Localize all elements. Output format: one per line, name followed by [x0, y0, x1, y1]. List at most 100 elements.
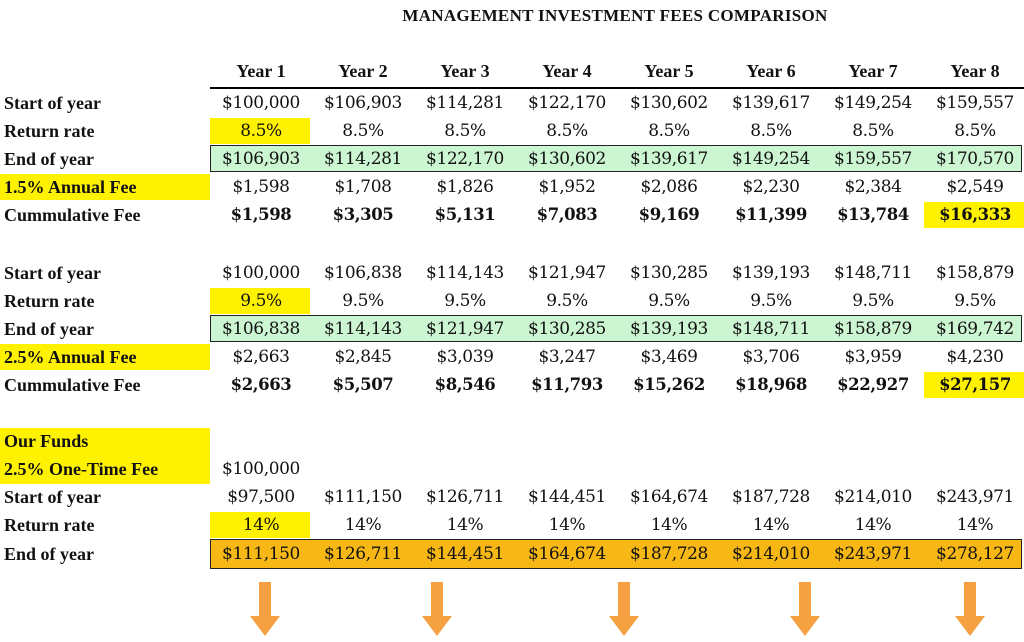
table-cell: $114,143	[426, 263, 504, 283]
label-highlight	[0, 174, 210, 200]
table-cell: 8.5%	[648, 121, 690, 141]
label-highlight	[0, 344, 210, 370]
table-cell: 9.5%	[750, 291, 792, 311]
table-cell: $1,826	[436, 177, 494, 197]
table-cell: 9.5%	[954, 291, 996, 311]
table-cell: $11,793	[531, 375, 603, 394]
table-cell: $169,742	[936, 319, 1014, 339]
table-cell: 14%	[650, 515, 688, 535]
table-cell: $22,927	[837, 375, 909, 394]
table-cell: $16,333	[939, 205, 1011, 224]
table-cell: 8.5%	[954, 121, 996, 141]
table-cell: 14%	[242, 515, 280, 535]
year-header: Year 5	[644, 61, 694, 81]
table-cell: $159,557	[936, 93, 1014, 113]
row-label-end: End of year	[4, 544, 94, 564]
table-cell: $8,546	[434, 375, 496, 394]
table-cell: $164,674	[528, 544, 606, 564]
table-cell: $1,598	[232, 177, 290, 197]
table-cell: 8.5%	[852, 121, 894, 141]
table-cell: $187,728	[732, 487, 810, 507]
table-cell: $170,570	[936, 149, 1014, 169]
table-cell: $139,617	[630, 149, 708, 169]
table-cell: 9.5%	[852, 291, 894, 311]
row-label-start: Start of year	[4, 93, 101, 113]
table-cell: $158,879	[936, 263, 1014, 283]
table-cell: $122,170	[426, 149, 504, 169]
table-cell: 14%	[752, 515, 790, 535]
table-cell: $149,254	[732, 149, 810, 169]
table-cell: $2,230	[742, 177, 800, 197]
table-cell: $139,193	[732, 263, 810, 283]
table-cell: $3,305	[332, 205, 394, 224]
table-cell: 14%	[548, 515, 586, 535]
table-cell: 9.5%	[342, 291, 384, 311]
table-cell: 14%	[854, 515, 892, 535]
table-cell: $121,947	[426, 319, 504, 339]
cell-highlight	[210, 288, 310, 314]
year-header: Year 6	[746, 61, 796, 81]
table-cell: $148,711	[732, 319, 810, 339]
table-cell: $187,728	[630, 544, 708, 564]
table-cell: $214,010	[834, 487, 912, 507]
year-header: Year 2	[338, 61, 388, 81]
table-cell: $158,879	[834, 319, 912, 339]
row-label-end: End of year	[4, 149, 94, 169]
table-cell: 9.5%	[648, 291, 690, 311]
table-cell: $144,451	[528, 487, 606, 507]
table-cell: $149,254	[834, 93, 912, 113]
table-cell: $126,711	[426, 487, 504, 507]
end-of-year-band	[210, 145, 1022, 172]
row-label-end: End of year	[4, 319, 94, 339]
cell-highlight	[210, 118, 310, 144]
cell-highlight	[924, 372, 1024, 398]
table-cell: $111,150	[324, 487, 402, 507]
table-cell: $9,169	[638, 205, 700, 224]
table-cell: $13,784	[837, 205, 909, 224]
row-label-start: Start of year	[4, 263, 101, 283]
cell-highlight	[210, 512, 310, 538]
table-cell: $2,549	[946, 177, 1004, 197]
table-cell: 8.5%	[546, 121, 588, 141]
table-cell: $122,170	[528, 93, 606, 113]
table-cell: $148,711	[834, 263, 912, 283]
header-underline	[210, 87, 1024, 89]
table-cell: 8.5%	[750, 121, 792, 141]
table-cell: $1,598	[230, 205, 292, 224]
table-cell: $2,663	[230, 375, 292, 394]
table-cell: $114,143	[324, 319, 402, 339]
year-header: Year 7	[848, 61, 898, 81]
table-cell: $3,247	[538, 347, 596, 367]
table-cell: $106,903	[222, 149, 300, 169]
end-of-year-band	[210, 539, 1022, 569]
table-cell: $3,706	[742, 347, 800, 367]
table-cell: $114,281	[324, 149, 402, 169]
table-cell: $126,711	[324, 544, 402, 564]
table-cell: $139,617	[732, 93, 810, 113]
table-cell: $27,157	[939, 375, 1011, 394]
our-funds-heading: Our Funds	[4, 431, 89, 451]
page-title: MANAGEMENT INVESTMENT FEES COMPARISON	[402, 6, 828, 25]
end-of-year-band	[210, 315, 1022, 342]
table-cell: $2,845	[334, 347, 392, 367]
table-cell: $243,971	[936, 487, 1014, 507]
table-cell: $2,663	[232, 347, 290, 367]
table-cell: $130,285	[630, 263, 708, 283]
table-cell: 9.5%	[546, 291, 588, 311]
table-cell: $278,127	[936, 544, 1014, 564]
table-cell: $106,838	[222, 319, 300, 339]
table-cell: $111,150	[222, 544, 300, 564]
label-highlight	[0, 428, 210, 484]
table-cell: $106,838	[324, 263, 402, 283]
table-cell: $5,507	[332, 375, 394, 394]
table-cell: 8.5%	[342, 121, 384, 141]
table-cell: 14%	[446, 515, 484, 535]
table-cell: $100,000	[222, 459, 300, 479]
row-label-annual-fee: 1.5% Annual Fee	[4, 177, 137, 197]
table-cell: 9.5%	[240, 291, 282, 311]
table-cell: 14%	[344, 515, 382, 535]
table-cell: $2,384	[844, 177, 902, 197]
table-cell: $159,557	[834, 149, 912, 169]
row-label-start: Start of year	[4, 487, 101, 507]
